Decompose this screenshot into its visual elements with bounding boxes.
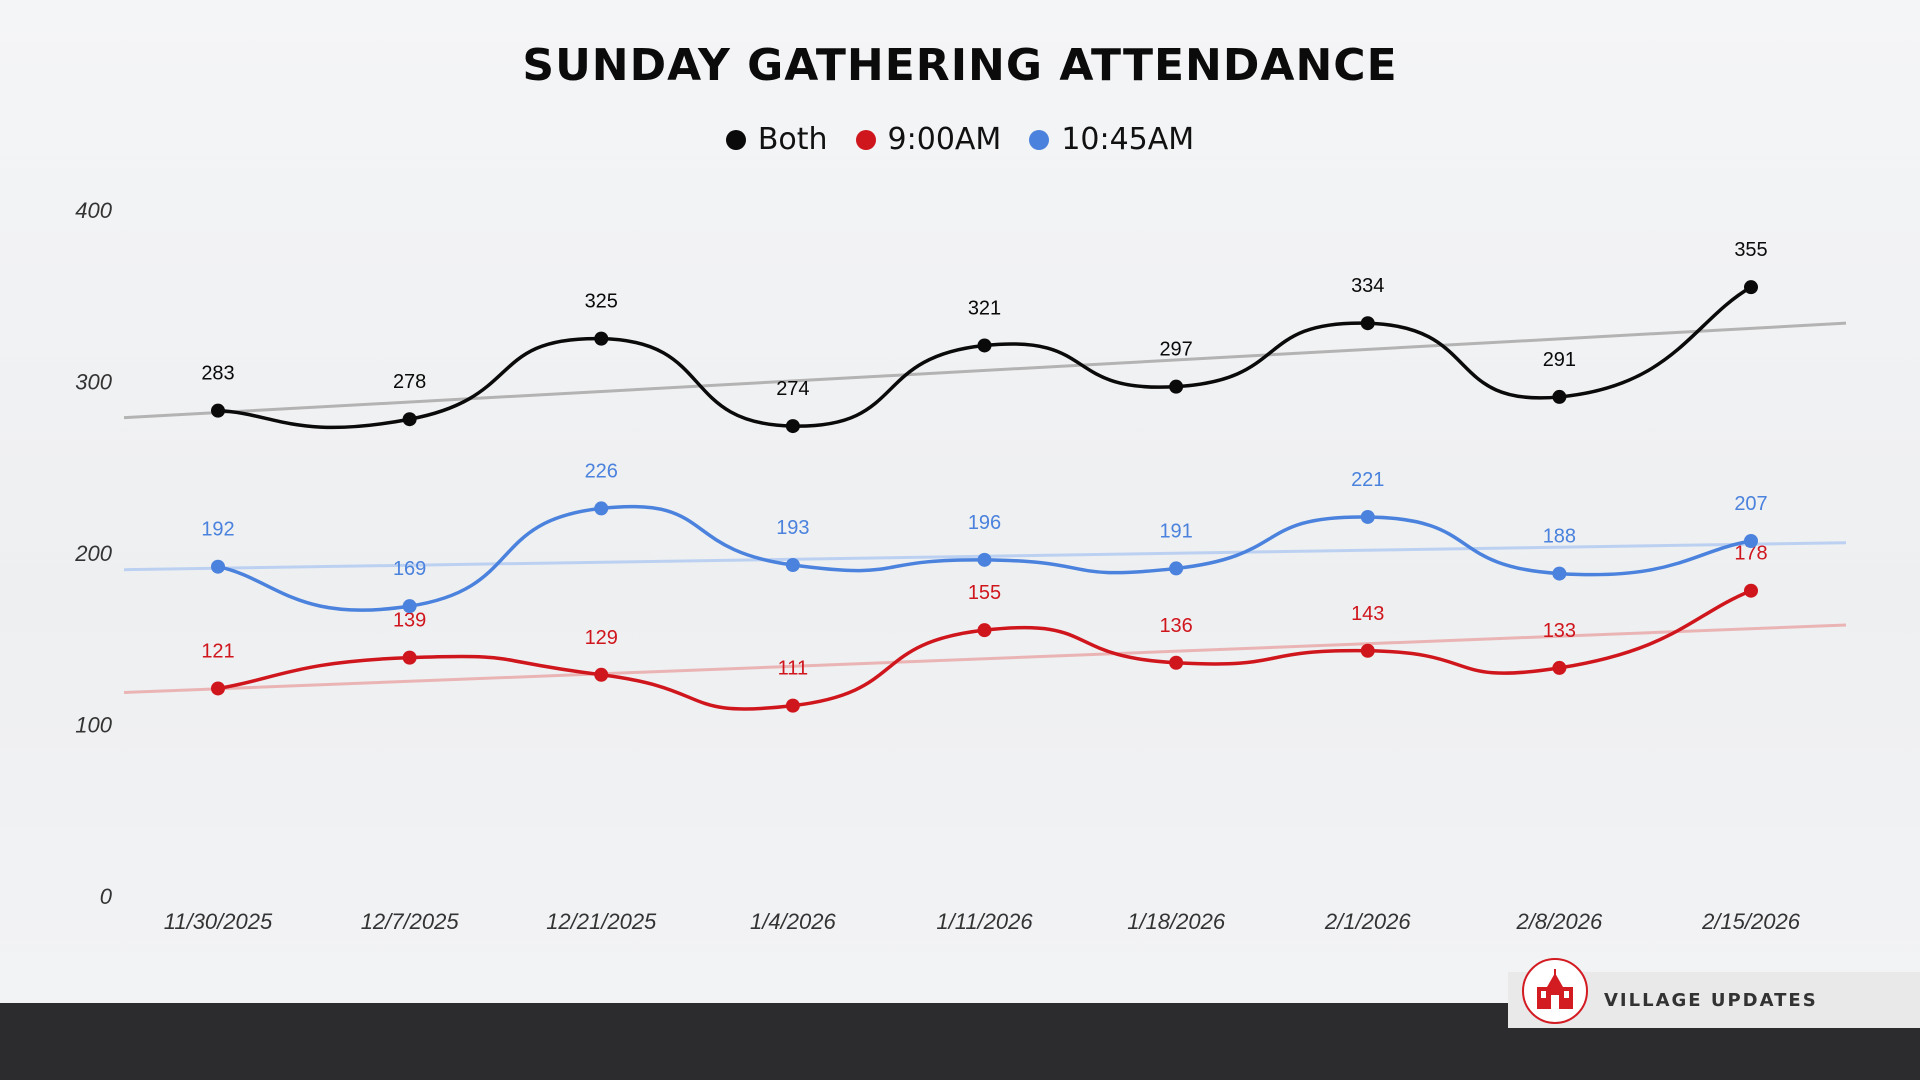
data-label: 196 xyxy=(968,512,1001,534)
y-tick-label: 100 xyxy=(75,713,112,738)
data-label: 283 xyxy=(201,363,234,385)
legend-label: Both xyxy=(757,122,828,157)
legend-dot-icon xyxy=(725,129,746,150)
x-tick-label: 1/11/2026 xyxy=(936,909,1033,934)
x-tick-label: 1/18/2026 xyxy=(1127,909,1226,934)
data-label: 188 xyxy=(1543,526,1576,548)
data-label: 136 xyxy=(1159,615,1192,637)
data-point xyxy=(594,331,609,346)
data-point xyxy=(594,667,609,682)
x-tick-label: 11/30/2025 xyxy=(164,909,273,934)
data-point xyxy=(1744,280,1758,295)
data-point xyxy=(785,558,800,573)
data-label: 321 xyxy=(968,297,1001,319)
data-label: 297 xyxy=(1159,339,1192,361)
legend-item-both[interactable]: Both xyxy=(725,122,828,157)
church-logo-icon xyxy=(1522,958,1588,1024)
brand-badge: VILLAGE UPDATES xyxy=(1508,958,1920,1028)
x-tick-label: 2/1/2026 xyxy=(1324,909,1411,934)
data-point xyxy=(211,403,225,418)
trendline-both xyxy=(123,321,1847,420)
data-point xyxy=(1169,379,1184,394)
data-label: 143 xyxy=(1351,603,1384,625)
data-point xyxy=(785,419,800,434)
data-point xyxy=(1360,643,1375,658)
y-tick-label: 0 xyxy=(100,884,113,909)
data-point xyxy=(211,681,225,696)
data-label: 139 xyxy=(393,610,426,632)
data-point xyxy=(594,501,609,516)
data-label: 133 xyxy=(1543,620,1576,642)
data-point xyxy=(785,698,800,713)
data-point xyxy=(977,623,992,638)
data-label: 169 xyxy=(393,558,426,580)
data-point xyxy=(402,599,417,614)
data-point xyxy=(1552,660,1567,675)
data-point xyxy=(1360,316,1375,331)
chart-legend: Both 9:00AM 10:45AM xyxy=(0,122,1920,157)
data-point xyxy=(1552,389,1567,404)
data-label: 291 xyxy=(1543,349,1576,371)
y-tick-label: 300 xyxy=(75,370,112,395)
legend-label: 9:00AM xyxy=(887,122,1002,157)
data-point xyxy=(1552,566,1567,581)
trendline-900am xyxy=(123,623,1847,695)
data-label: 278 xyxy=(393,371,426,393)
x-tick-label: 2/15/2026 xyxy=(1701,909,1801,934)
data-label: 193 xyxy=(776,517,809,539)
chart-title: SUNDAY GATHERING ATTENDANCE xyxy=(522,40,1398,91)
legend-item-9am[interactable]: 9:00AM xyxy=(855,122,1002,157)
x-tick-label: 12/21/2025 xyxy=(546,909,657,934)
data-point xyxy=(1744,583,1758,598)
data-point xyxy=(1744,533,1758,548)
data-label: 226 xyxy=(585,460,618,482)
data-label: 155 xyxy=(968,582,1001,604)
data-label: 178 xyxy=(1734,543,1767,565)
data-label: 355 xyxy=(1734,239,1767,261)
x-tick-label: 1/4/2026 xyxy=(750,909,836,934)
data-label: 325 xyxy=(585,291,618,313)
legend-dot-icon xyxy=(1029,129,1050,150)
y-tick-label: 400 xyxy=(75,198,112,223)
data-point xyxy=(211,559,225,574)
data-label: 121 xyxy=(201,640,234,662)
y-tick-label: 200 xyxy=(74,541,112,566)
data-label: 274 xyxy=(776,378,809,400)
x-tick-label: 2/8/2026 xyxy=(1516,909,1603,934)
data-point xyxy=(977,338,992,353)
data-label: 129 xyxy=(585,627,618,649)
data-point xyxy=(402,412,417,427)
data-label: 191 xyxy=(1159,520,1192,542)
data-point xyxy=(1169,561,1184,576)
data-label: 334 xyxy=(1351,275,1384,297)
brand-name: VILLAGE UPDATES xyxy=(1604,989,1818,1011)
data-point xyxy=(1169,655,1184,670)
data-label: 192 xyxy=(201,519,234,541)
data-label: 111 xyxy=(778,658,808,680)
x-tick-label: 12/7/2025 xyxy=(361,909,460,934)
data-label: 221 xyxy=(1351,469,1384,491)
legend-item-1045am[interactable]: 10:45AM xyxy=(1029,122,1194,157)
data-point xyxy=(402,650,417,665)
data-point xyxy=(977,552,992,567)
series-line-900am xyxy=(217,589,1752,711)
data-label: 207 xyxy=(1734,493,1767,515)
data-point xyxy=(1360,509,1375,524)
legend-dot-icon xyxy=(855,129,876,150)
legend-label: 10:45AM xyxy=(1061,122,1195,157)
